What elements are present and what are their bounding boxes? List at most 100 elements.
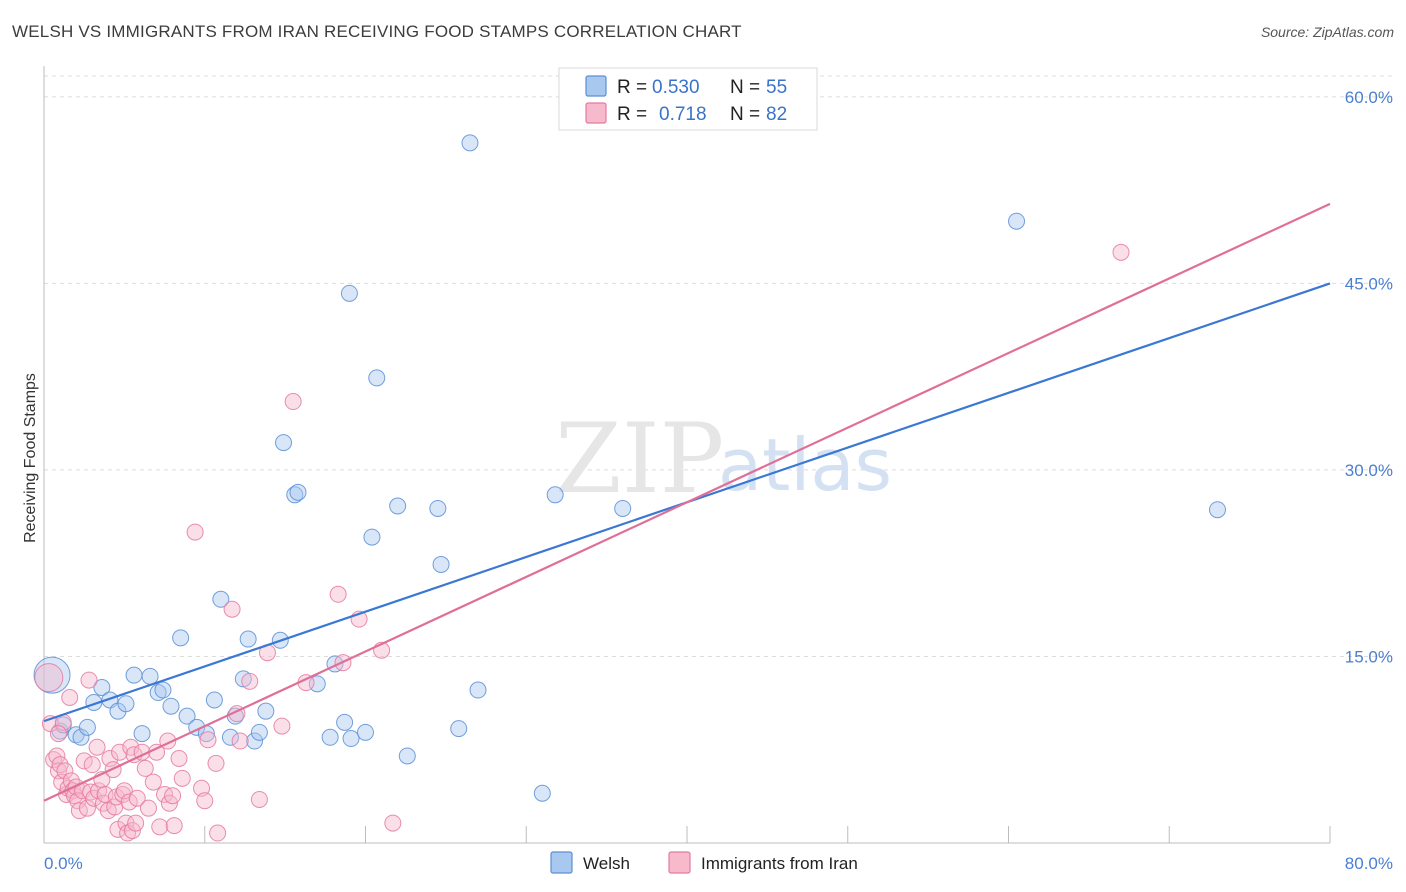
x-tick-label-max: 80.0%	[1345, 854, 1393, 873]
legend-welsh-r-label: R =	[617, 77, 647, 98]
iran-point	[173, 769, 191, 787]
y-tick-label: 45.0%	[1345, 274, 1393, 293]
welsh-point	[340, 284, 358, 302]
iran-point	[101, 749, 119, 767]
series-legend: Welsh Immigrants from Iran	[550, 851, 858, 874]
iran-point	[139, 799, 157, 817]
source-credit: Source: ZipAtlas.com	[1260, 24, 1394, 40]
trend-lines	[43, 202, 1331, 802]
welsh-point	[546, 486, 564, 504]
correlation-legend: R = 0.530 N = 55 R = 0.718 N = 82	[558, 67, 818, 131]
iran-point	[223, 600, 241, 618]
legend-swatch-welsh	[585, 75, 607, 97]
welsh-point	[205, 691, 223, 709]
watermark-zip: ZIP	[555, 403, 724, 515]
welsh-point	[533, 784, 551, 802]
iran-point	[196, 792, 214, 810]
y-tick-label: 60.0%	[1345, 88, 1393, 107]
welsh-point	[1208, 501, 1226, 519]
welsh-point	[178, 707, 196, 725]
welsh-point	[117, 695, 135, 713]
iran-trend-line	[43, 202, 1331, 802]
welsh-point	[133, 725, 151, 743]
bottom-legend-swatch-iran	[668, 851, 691, 874]
welsh-point	[125, 666, 143, 684]
welsh-point	[212, 590, 230, 608]
legend-welsh-r-value: 0.530	[652, 77, 700, 98]
iran-point	[250, 790, 268, 808]
welsh-point	[336, 713, 354, 731]
welsh-point	[172, 629, 190, 647]
watermark: ZIP atlas	[555, 403, 892, 515]
iran-point	[164, 787, 182, 805]
welsh-point	[72, 728, 90, 746]
iran-point	[75, 752, 93, 770]
legend-iran-r-value: 0.718	[659, 104, 707, 125]
iran-point	[49, 762, 67, 780]
iran-point	[49, 725, 67, 743]
iran-point	[115, 782, 133, 800]
welsh-point	[93, 679, 111, 697]
welsh-point	[289, 483, 307, 501]
bottom-legend-welsh-label: Welsh	[583, 854, 630, 873]
legend-swatch-iran	[585, 102, 607, 124]
iran-point	[241, 672, 259, 690]
iran-point	[151, 818, 169, 836]
iran-point	[186, 523, 204, 541]
tick-labels: 15.0% 30.0% 45.0% 60.0% 0.0% 80.0%	[44, 88, 1393, 873]
welsh-point	[78, 718, 96, 736]
iran-point	[165, 817, 183, 835]
iran-point	[284, 393, 302, 411]
iran-point	[127, 814, 145, 832]
welsh-point	[614, 499, 632, 517]
welsh-point	[368, 369, 386, 387]
iran-point	[34, 663, 64, 693]
axes	[43, 66, 1331, 844]
watermark-atlas: atlas	[718, 423, 892, 507]
welsh-point	[239, 630, 257, 648]
welsh-point	[257, 702, 275, 720]
x-tick-label-min: 0.0%	[44, 854, 83, 873]
welsh-point	[286, 486, 304, 504]
iran-point	[48, 747, 66, 765]
data-points	[33, 134, 1226, 842]
iran-point	[120, 793, 138, 811]
welsh-point	[389, 497, 407, 515]
y-axis-label: Receiving Food Stamps	[22, 373, 39, 543]
iran-point	[144, 773, 162, 791]
legend-iran-n-value: 82	[766, 104, 787, 125]
iran-point	[83, 756, 101, 774]
welsh-point	[363, 528, 381, 546]
grid	[44, 75, 1392, 657]
iran-point	[61, 689, 79, 707]
welsh-point	[154, 681, 172, 699]
iran-point	[88, 738, 106, 756]
iran-point	[170, 749, 188, 767]
iran-point	[199, 731, 217, 749]
welsh-point	[250, 723, 268, 741]
welsh-point	[461, 134, 479, 152]
welsh-point	[246, 732, 264, 750]
legend-iran-n-label: N =	[730, 104, 760, 125]
y-tick-label: 15.0%	[1345, 647, 1393, 666]
welsh-point	[275, 434, 293, 452]
welsh-point	[1008, 212, 1026, 230]
legend-welsh-n-label: N =	[730, 77, 760, 98]
iran-point	[96, 786, 114, 804]
iran-point	[209, 824, 227, 842]
welsh-point	[162, 697, 180, 715]
bottom-legend-swatch-welsh	[550, 851, 573, 874]
iran-point	[111, 743, 129, 761]
bottom-legend-iran-label: Immigrants from Iran	[701, 854, 858, 873]
iran-point	[329, 585, 347, 603]
welsh-point	[149, 684, 167, 702]
y-tick-label: 30.0%	[1345, 461, 1393, 480]
iran-point	[384, 814, 402, 832]
welsh-point	[469, 681, 487, 699]
iran-point	[273, 717, 291, 735]
chart-title: WELSH VS IMMIGRANTS FROM IRAN RECEIVING …	[12, 22, 742, 41]
welsh-point	[321, 728, 339, 746]
legend-welsh-n-value: 55	[766, 77, 787, 98]
iran-point	[80, 671, 98, 689]
